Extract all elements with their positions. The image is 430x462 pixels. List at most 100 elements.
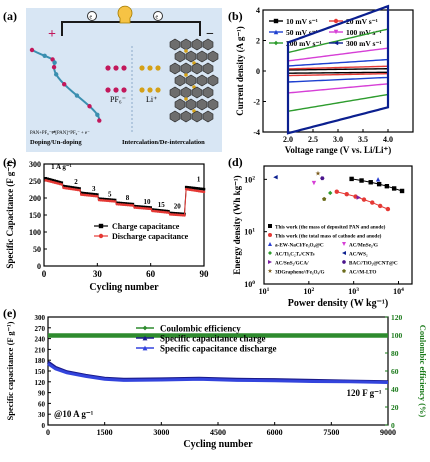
legend-marker: [142, 335, 148, 341]
rate-point: [161, 209, 165, 212]
panel-e-xlabel: Cycling number: [183, 439, 253, 450]
x-tick-exponent: 1: [267, 287, 270, 293]
rate-point: [112, 198, 115, 202]
rate-point: [168, 211, 172, 215]
graphite-hex-icon: [196, 74, 208, 87]
legend-label: This work (the total mass of cathode and…: [275, 233, 382, 240]
graphite-hex-icon: [185, 50, 197, 63]
panel-b-xlabel: Voltage range (V vs. Li/Li⁺): [285, 145, 392, 155]
ragone-point: [384, 183, 390, 189]
graphite-hex-icon: [191, 110, 203, 123]
li-ion-icons-lower: [139, 87, 161, 93]
rate-point: [176, 212, 179, 215]
panel-a: (a) + − e e: [3, 5, 222, 152]
graphite-hex-icon: [196, 50, 208, 63]
rate-point: [197, 187, 200, 190]
panel-d-xlabel: Power density (W kg⁻¹): [288, 298, 388, 309]
legend-label: Specific capacitance charge: [160, 334, 265, 344]
rate-point: [103, 197, 106, 201]
x-tick-label: 1500: [97, 428, 113, 437]
rate-point: [80, 191, 83, 195]
circuit-wire: [61, 21, 201, 36]
y-tick-label: 30: [38, 411, 46, 419]
x-tick-label: 4500: [210, 428, 226, 437]
pan-unit-icon: [87, 104, 92, 109]
pan-unit-icon: [52, 60, 57, 65]
y-tick-label: -4: [253, 128, 260, 137]
panel-d-ylabel: Energy density (Wh kg⁻¹): [232, 175, 242, 274]
rate-point: [56, 180, 60, 184]
rate-point: [96, 195, 99, 198]
rate-point: [83, 191, 87, 195]
legend-marker: [342, 251, 346, 255]
legend-label: BAC//TiO₂@CNT@C: [349, 261, 398, 267]
y-tick-label: 101: [244, 228, 255, 237]
graphite-anode-icon: [169, 38, 219, 123]
y2-tick-label: 40: [391, 385, 399, 394]
graphite-hex-icon: [169, 86, 181, 99]
x-tick-label: 103: [348, 287, 359, 296]
rate-point: [140, 205, 144, 209]
x-tick-label: 6000: [267, 428, 283, 437]
rate-point: [104, 197, 108, 201]
rate-point: [156, 208, 160, 212]
rate-point: [88, 192, 92, 196]
rate-point: [78, 187, 81, 190]
panel-c-xlabel: Cycling number: [89, 282, 159, 293]
rate-point: [179, 212, 183, 216]
rate-point: [65, 185, 69, 188]
cycle-line-3: [47, 362, 389, 385]
rate-annotation: 1 A g⁻¹: [51, 163, 72, 171]
pan-unit-icon: [29, 47, 35, 53]
legend-label: Specific capacitance discharge: [160, 344, 276, 354]
ragone-point: [377, 203, 383, 209]
legend-marker: [268, 242, 272, 246]
y-tick-label: 0: [37, 262, 41, 271]
legend-label: 50 mV s⁻¹: [286, 28, 318, 37]
rate-point: [181, 212, 184, 216]
cv-curve-6: [286, 4, 390, 135]
x-tick-label: 7500: [323, 428, 339, 437]
y-tick-label: -2: [253, 98, 260, 107]
panel-b: (b) 2.0 2.5 3.0 3.5 4.0 -4 -2 0 2 4 Voltage range (…: [228, 4, 414, 155]
graphite-hex-icon: [202, 62, 214, 75]
rate-point: [190, 186, 193, 190]
rate-point: [154, 208, 158, 212]
rate-point: [74, 186, 78, 190]
graphite-hex-icon: [191, 38, 203, 51]
legend-marker: [98, 223, 104, 229]
x-tick-label: 3.5: [358, 135, 368, 144]
li-ion-icons: [139, 65, 161, 71]
legend-marker: [273, 18, 279, 24]
graphite-hex-icon: [169, 38, 181, 51]
legend-label: AC//M-LTO: [349, 270, 376, 276]
rate-point: [113, 200, 117, 203]
panel-b-label: (b): [228, 9, 243, 23]
rate-point: [48, 177, 51, 181]
y-tick-exponent: 0: [252, 280, 255, 286]
rate-point: [174, 212, 177, 215]
x-tick-label: 9000: [380, 428, 396, 437]
legend-label: This work (the mass of deposited PAN and…: [275, 224, 386, 231]
y-tick-label: 0: [42, 422, 46, 430]
y2-tick-label: 0: [391, 421, 395, 430]
pan-polymer-icon: [29, 47, 102, 123]
y-tick-label: 100: [244, 280, 255, 289]
rate-point: [94, 193, 97, 196]
rate-point: [46, 177, 49, 181]
rate-point: [126, 202, 129, 205]
graphite-hex-icon: [169, 110, 181, 123]
graphite-hex-icon: [202, 86, 214, 99]
pan-reaction-label: PAN+PF₆⁻⇌[PAN]⁺PF₆⁻ + e⁻: [30, 130, 90, 136]
panel-c-label: (c): [3, 155, 16, 169]
legend-marker: [142, 325, 148, 331]
panel-e-ylabel: Specific capacitance (F g⁻¹): [5, 321, 15, 420]
rate-point: [202, 190, 206, 194]
y-tick-label: 150: [35, 368, 46, 376]
rate-annotation: 3: [92, 185, 96, 193]
end-capacitance-annotation: 120 F g⁻¹: [346, 388, 381, 398]
rate-point: [167, 209, 170, 213]
rate-point: [58, 180, 62, 184]
panel-b-ylabel: Current density (A g⁻¹): [235, 26, 245, 116]
